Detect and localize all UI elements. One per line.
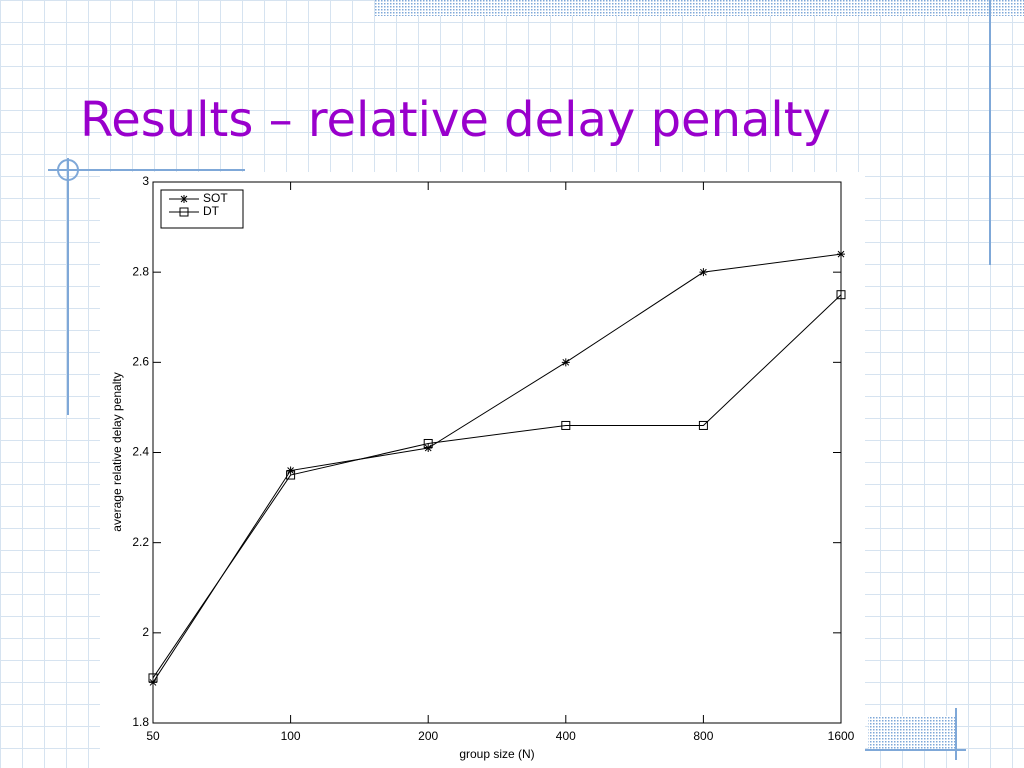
deco-circle [57,159,79,181]
data-point [836,290,846,300]
x-tick-label: 100 [281,729,301,743]
y-tick-label: 1.8 [132,715,149,729]
x-axis-label: group size (N) [459,747,534,761]
x-tick-label: 800 [693,729,713,743]
legend-marker [180,195,188,203]
y-tick-label: 2.6 [132,355,149,369]
series-line [152,294,842,679]
legend-marker [179,207,189,217]
data-point [286,470,296,480]
x-tick-label: 400 [556,729,576,743]
y-tick-label: 2.8 [132,264,149,278]
legend-label: SOT [203,191,228,205]
data-point [286,466,295,475]
data-point [837,250,845,259]
series-line [152,253,842,683]
y-tick-label: 2.2 [132,535,149,549]
legend-box [160,189,244,229]
legend-label: DT [203,204,220,218]
x-tick-label: 200 [418,729,438,743]
data-point [148,673,158,683]
data-point [423,438,433,448]
x-tick-label: 1600 [828,729,855,743]
deco-band [375,0,1024,16]
data-point [561,358,570,367]
data-point [698,420,708,430]
data-point [561,420,571,430]
plot-area [152,181,842,724]
slide-title: Results – relative delay penalty [80,92,831,148]
x-tick-label: 50 [146,729,160,743]
deco-box [868,716,956,750]
data-point [424,443,433,452]
y-tick-label: 2.4 [132,445,149,459]
y-axis-label: average relative delay penalty [110,372,124,531]
data-point [149,678,157,687]
y-tick-label: 2 [142,625,149,639]
data-point [699,268,708,277]
y-tick-label: 3 [142,174,149,188]
